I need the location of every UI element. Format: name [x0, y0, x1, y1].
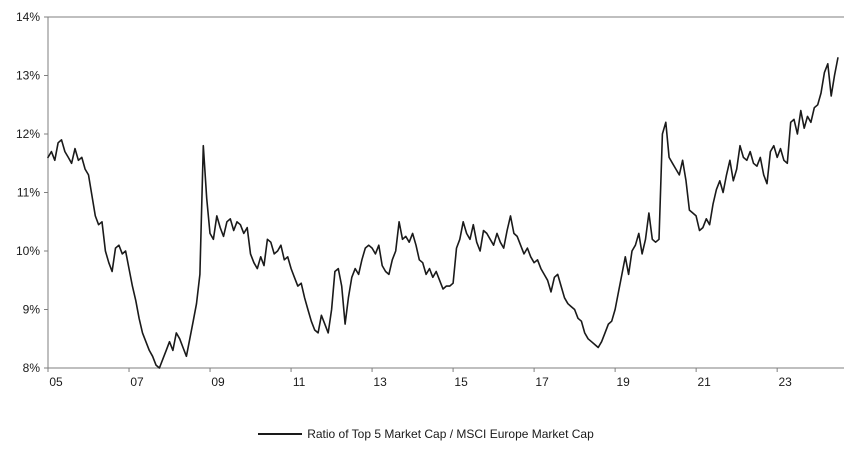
x-tick-label: 13 — [373, 375, 387, 389]
x-tick-label: 21 — [697, 375, 711, 389]
y-tick-label: 14% — [16, 10, 40, 24]
y-tick-label: 12% — [16, 127, 40, 141]
ratio-line-chart: 8% 9% 10% 11% 12% 13% 14% 05 07 09 11 13 15 17 19 21 23 — [16, 10, 844, 389]
ratio-line-series — [47, 57, 839, 369]
x-tick-label: 17 — [535, 375, 549, 389]
x-tick-label: 19 — [616, 375, 630, 389]
x-tick-label: 11 — [293, 375, 306, 389]
x-tick-label: 07 — [130, 375, 144, 389]
x-tick-label: 05 — [49, 375, 63, 389]
x-tick-label: 23 — [778, 375, 792, 389]
legend: Ratio of Top 5 Market Cap / MSCI Europe … — [0, 426, 852, 441]
y-tick-label: 8% — [23, 361, 41, 375]
legend-label: Ratio of Top 5 Market Cap / MSCI Europe … — [307, 426, 594, 441]
y-tick-label: 9% — [23, 303, 41, 317]
legend-line-key — [258, 432, 303, 435]
y-tick-label: 10% — [16, 244, 40, 258]
y-tick-label: 11% — [17, 186, 40, 200]
x-tick-label: 15 — [454, 375, 468, 389]
y-tick-label: 13% — [16, 69, 40, 83]
x-tick-label: 09 — [211, 375, 225, 389]
